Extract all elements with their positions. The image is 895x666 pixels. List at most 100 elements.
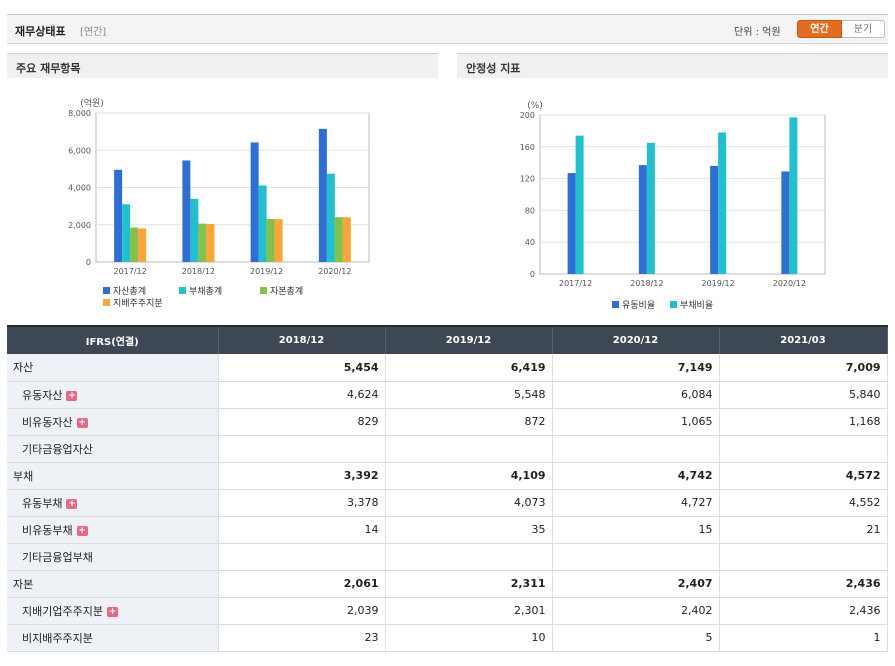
- bar-1-2: [718, 132, 727, 274]
- period-subtitle: [연간]: [80, 27, 107, 38]
- value-cell: 2,301: [385, 597, 553, 625]
- value-cell: 4,624: [218, 381, 386, 409]
- table-row: 비지배주주지분 23 10 5 1: [7, 624, 888, 652]
- statement-title: 재무상태표: [15, 25, 66, 38]
- row-label: 기타금융업자산: [7, 435, 219, 463]
- value-cell: 6,084: [552, 381, 720, 409]
- legend-swatch: [179, 287, 186, 294]
- quarter-toggle-button[interactable]: 분기: [842, 20, 885, 38]
- stability-chart: 0 40 80 120 160 200(%) 2017/12 2018/12 2019/12 20…: [520, 101, 826, 311]
- value-cell: 2,436: [719, 570, 888, 598]
- value-cell: 1: [719, 624, 888, 652]
- value-cell: [385, 435, 553, 463]
- value-cell: [552, 435, 720, 463]
- row-label-text: 비유동자산: [22, 415, 73, 429]
- bar-3-3: [342, 217, 351, 262]
- y-tick-label: 6,000: [68, 146, 91, 155]
- y-tick-label: 200: [520, 111, 535, 120]
- bar-1-0: [122, 204, 131, 262]
- legend-swatch: [260, 287, 267, 294]
- bar-2-1: [198, 223, 207, 262]
- value-cell: 14: [218, 516, 386, 544]
- row-label: 부채: [7, 462, 219, 490]
- value-cell: 1,168: [719, 408, 888, 436]
- row-label-text: 부채: [13, 469, 34, 483]
- value-cell: 4,742: [552, 462, 720, 490]
- expand-plus-icon[interactable]: +: [106, 606, 118, 617]
- value-cell: 2,402: [552, 597, 720, 625]
- unit-label: 단위 : 억원: [734, 27, 781, 38]
- legend-swatch: [103, 299, 110, 306]
- value-cell: 4,109: [385, 462, 553, 490]
- value-cell: 7,149: [552, 354, 720, 382]
- value-cell: 6,419: [385, 354, 553, 382]
- value-cell: 2,311: [385, 570, 553, 598]
- value-cell: 872: [385, 408, 553, 436]
- table-row: 비유동부채 +14 35 15 21: [7, 516, 888, 544]
- row-label-text: 자산: [13, 361, 34, 375]
- table-row: 자본 2,061 2,311 2,407 2,436: [7, 570, 888, 598]
- expand-plus-icon[interactable]: +: [76, 525, 88, 536]
- value-cell: 21: [719, 516, 888, 544]
- y-tick-label: 2,000: [68, 221, 91, 230]
- bar-1-1: [190, 198, 199, 262]
- y-tick-label: 40: [525, 238, 535, 247]
- value-cell: 5,840: [719, 381, 888, 409]
- expand-plus-icon[interactable]: +: [66, 498, 78, 509]
- key-items-chart: 0 2,000 4,000 6,000 8,000(억원) 2017/12 2018/12 2…: [68, 97, 370, 309]
- row-label: 비유동부채 +: [7, 516, 219, 544]
- annual-toggle-button[interactable]: 연간: [797, 20, 842, 38]
- value-cell: 4,073: [385, 489, 553, 517]
- value-cell: [218, 543, 386, 571]
- table-row: 유동자산 +4,624 5,548 6,084 5,840: [7, 381, 888, 409]
- expand-plus-icon[interactable]: +: [66, 390, 78, 401]
- table-row: 지배기업주주지분 +2,039 2,301 2,402 2,436: [7, 597, 888, 625]
- value-cell: [552, 543, 720, 571]
- row-label-text: 기타금융업자산: [22, 442, 93, 456]
- key-items-panel-header: 주요 재무항목: [7, 53, 438, 78]
- y-tick-label: 160: [520, 143, 535, 152]
- legend-label: 부채비율: [680, 300, 713, 311]
- legend-label: 자산총계: [113, 285, 146, 297]
- y-axis-label: (%): [527, 101, 543, 111]
- statement-header: 재무상태표 [연간] 단위 : 억원 연간 분기: [7, 14, 888, 44]
- stability-panel-header: 안정성 지표: [457, 53, 888, 78]
- row-label-text: 유동부채: [22, 496, 63, 510]
- y-tick-label: 8,000: [68, 109, 91, 118]
- value-cell: 2,061: [218, 570, 386, 598]
- row-label: 유동자산 +: [7, 381, 219, 409]
- column-header: 2021/03: [719, 325, 888, 354]
- value-cell: 3,392: [218, 462, 386, 490]
- y-tick-label: 120: [520, 175, 535, 184]
- balance-sheet-table: IFRS(연결) 2018/12 2019/12 2020/12 2021/03 자산 5…: [7, 325, 888, 652]
- table-row: 비유동자산 +829 872 1,065 1,168: [7, 408, 888, 436]
- value-cell: [719, 435, 888, 463]
- legend-label: 유동비율: [622, 300, 655, 311]
- table-header-row: IFRS(연결) 2018/12 2019/12 2020/12 2021/03: [7, 325, 888, 354]
- bar-2-2: [266, 218, 275, 262]
- value-cell: 2,407: [552, 570, 720, 598]
- value-cell: 1,065: [552, 408, 720, 436]
- bar-3-0: [138, 228, 147, 262]
- row-label-text: 유동자산: [22, 388, 63, 402]
- y-tick-label: 4,000: [68, 184, 91, 193]
- legend-label: 지배주주지분: [113, 298, 163, 309]
- table-row: 기타금융업부채: [7, 543, 888, 571]
- value-cell: 4,727: [552, 489, 720, 517]
- x-tick-label: 2020/12: [773, 279, 806, 288]
- expand-plus-icon[interactable]: +: [76, 417, 88, 428]
- key-items-panel-title: 주요 재무항목: [16, 62, 81, 75]
- bar-0-3: [781, 171, 790, 274]
- bar-3-1: [206, 224, 215, 262]
- value-cell: [385, 543, 553, 571]
- row-label: 지배기업주주지분 +: [7, 597, 219, 625]
- bar-0-3: [318, 128, 327, 262]
- value-cell: 3,378: [218, 489, 386, 517]
- bar-0-1: [638, 165, 647, 274]
- row-label-text: 자본: [13, 577, 34, 591]
- row-label-text: 지배기업주주지분: [22, 604, 103, 618]
- stability-panel-title: 안정성 지표: [466, 62, 521, 75]
- row-label: 유동부채 +: [7, 489, 219, 517]
- y-tick-label: 0: [86, 258, 91, 267]
- bar-1-3: [326, 173, 335, 262]
